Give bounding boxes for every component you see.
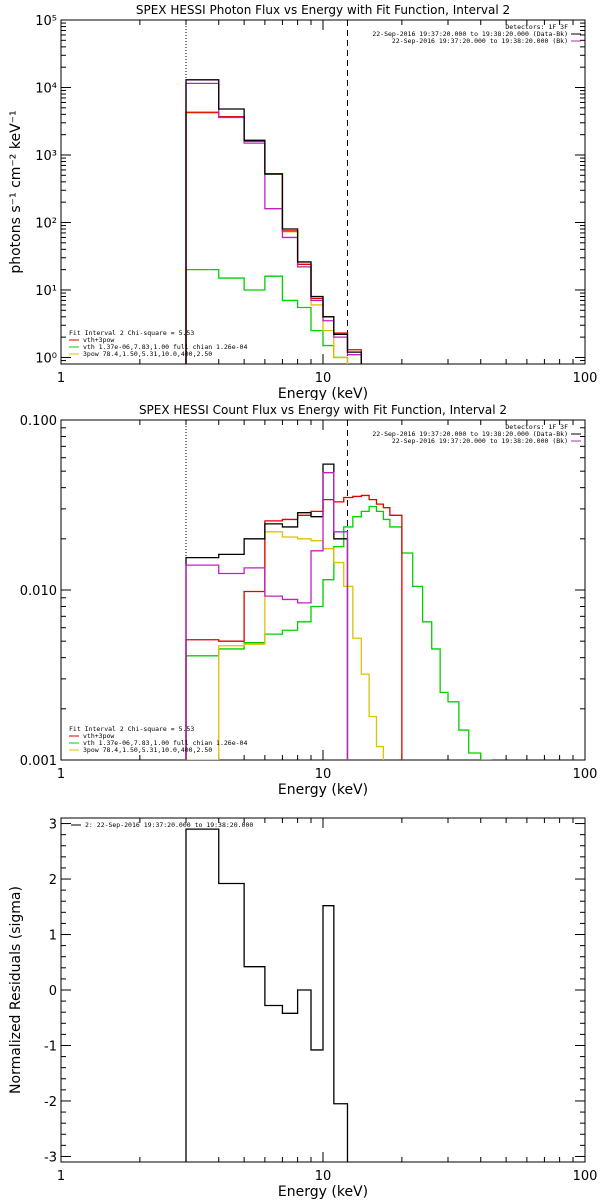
x-axis-title: Energy (keV): [278, 1184, 368, 1200]
y-tick-label: 10⁵: [35, 14, 57, 29]
x-tick-label: 100: [573, 767, 598, 782]
chart-residuals: 1 10 100 Energy (keV) -3 -2 -1 0 1 2 3 Normalized R…: [8, 817, 598, 1200]
legend-label: 22-Sep-2016 19:37:20.000 to 19:38:20.000…: [372, 430, 568, 438]
series-line: [185, 112, 349, 364]
x-tick-label: 100: [573, 1169, 598, 1184]
y-tick-label: 10⁰: [35, 351, 57, 366]
x-tick-label: 1: [57, 1169, 65, 1184]
legend-label: Fit Interval 2 Chi-square = 5.53: [69, 329, 194, 337]
y-tick-label: -2: [44, 1095, 57, 1110]
series-line: [186, 531, 385, 760]
x-tick-label: 1: [57, 371, 65, 386]
x-tick-label: 100: [573, 371, 598, 386]
legend-label: vth 1.37e-06,7.83,1.00 full chian 1.26e-…: [83, 343, 247, 351]
legend-label: vth+3pow: [83, 336, 114, 344]
y-tick-label: 0: [49, 984, 57, 999]
chart-count-flux: SPEX HESSI Count Flux vs Energy with Fit…: [20, 403, 598, 798]
x-axis-title: Energy (keV): [278, 782, 368, 798]
y-tick-label: 2: [49, 873, 57, 888]
series-line: [185, 111, 362, 364]
series-group: [185, 79, 362, 364]
legend-label: Detectors: 1F 3F: [505, 423, 568, 431]
y-tick-label: 0.100: [20, 414, 57, 429]
series-line: [185, 82, 362, 364]
y-tick-label: 10⁴: [35, 81, 57, 96]
legend-label: 22-Sep-2016 19:37:20.000 to 19:38:20.000…: [392, 37, 568, 45]
y-axis-title: photons s⁻¹ cm⁻² keV⁻¹: [8, 110, 24, 273]
legend-label: vth 1.37e-06,7.83,1.00 full chian 1.26e-…: [83, 739, 247, 747]
chart-photon-flux: SPEX HESSI Photon Flux vs Energy with Fi…: [8, 3, 598, 400]
legend-label: 22-Sep-2016 19:37:20.000 to 19:38:20.000…: [372, 30, 568, 38]
legend-label: Detectors: 1F 3F: [505, 23, 568, 31]
series-group: [185, 463, 492, 760]
x-tick-label: 10: [315, 371, 332, 386]
x-tick-label: 10: [315, 1169, 332, 1184]
chart-title: SPEX HESSI Count Flux vs Energy with Fit…: [139, 403, 507, 417]
y-tick-label: 1: [49, 929, 57, 944]
y-tick-label: -3: [44, 1150, 57, 1165]
legend-label: 3pow 78.4,1.50,5.31,10.0,400,2.50: [83, 746, 212, 754]
y-tick-label: 0.010: [20, 584, 57, 599]
series-line: [185, 79, 362, 364]
legend-label: Fit Interval 2 Chi-square = 5.53: [69, 725, 194, 733]
series-line: [185, 828, 349, 1162]
legend-label: 22-Sep-2016 19:37:20.000 to 19:38:20.000…: [392, 437, 568, 445]
legend-label: vth+3pow: [83, 732, 114, 740]
series-group: [185, 828, 349, 1162]
y-axis-title: Normalized Residuals (sigma): [8, 886, 24, 1094]
x-axis-title: Energy (keV): [278, 386, 368, 400]
y-tick-label: 10¹: [35, 284, 57, 299]
x-tick-label: 1: [57, 767, 65, 782]
y-tick-label: -1: [44, 1039, 57, 1054]
series-line: [185, 463, 349, 760]
y-tick-label: 3: [49, 818, 57, 833]
series-line: [185, 472, 349, 760]
series-line: [185, 269, 349, 364]
y-tick-label: 10³: [35, 149, 57, 164]
y-tick-label: 10²: [35, 216, 57, 231]
legend-label: 3pow 78.4,1.50,5.31,10.0,400,2.50: [83, 350, 212, 358]
y-tick-label: 0.001: [20, 754, 57, 769]
chart-title: SPEX HESSI Photon Flux vs Energy with Fi…: [136, 3, 510, 17]
series-line: [185, 505, 492, 760]
x-tick-label: 10: [315, 767, 332, 782]
legend-label: 2: 22-Sep-2016 19:37:20.000 to 19:38:20.…: [85, 821, 253, 829]
